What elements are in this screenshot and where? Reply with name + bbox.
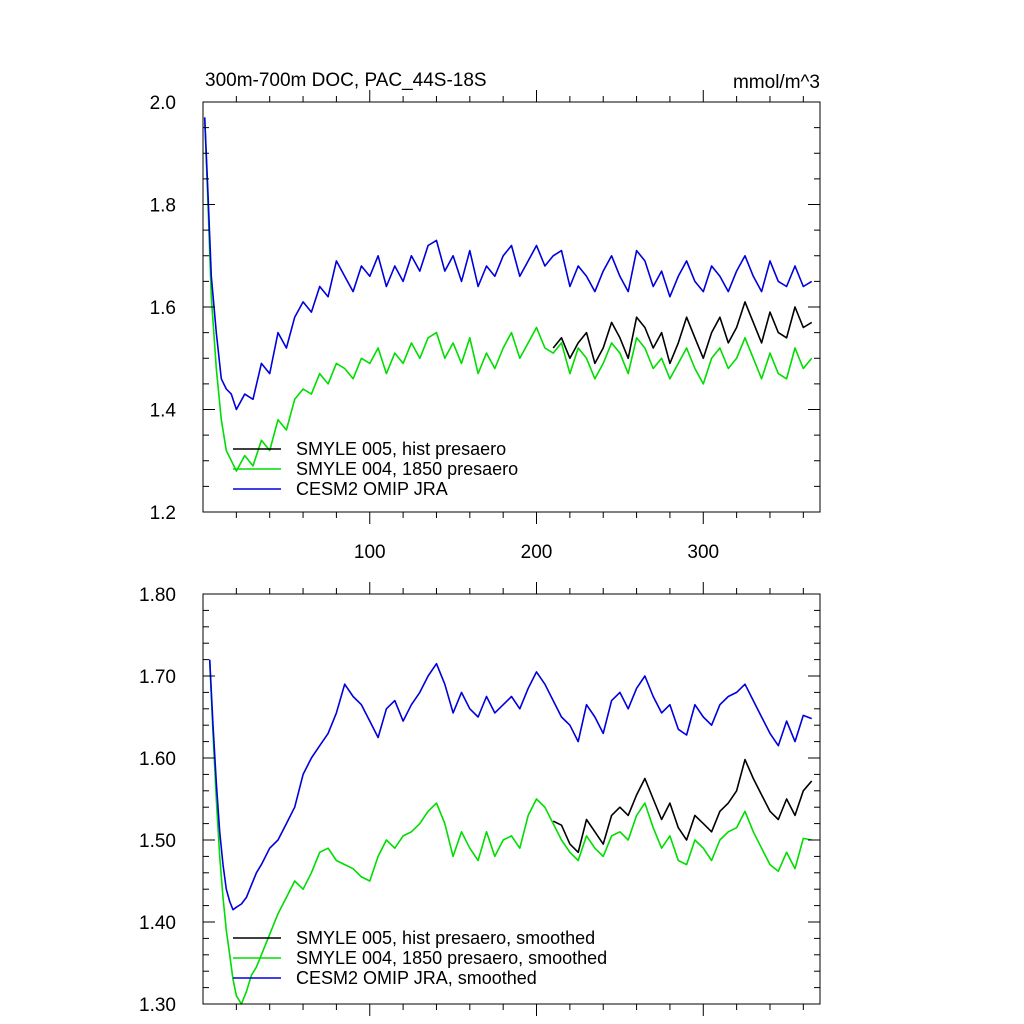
chart-panel-bottom: 1.30 1.40 1.50 1.60 1.70 1.80 SMYLE 005, hist… <box>139 582 821 1016</box>
series-line-2 <box>203 117 813 411</box>
y-tick-label: 1.40 <box>139 913 176 934</box>
series-layer <box>203 117 813 472</box>
y-tick-label: 2.0 <box>150 93 176 114</box>
y-tick-label: 1.70 <box>139 667 176 688</box>
series-line-1 <box>208 659 812 1005</box>
legend-label: CESM2 OMIP JRA, smoothed <box>296 968 537 988</box>
legend-label: SMYLE 005, hist presaero, smoothed <box>296 928 595 948</box>
series-line-2 <box>208 659 812 911</box>
series-line-0 <box>552 758 813 854</box>
legend: SMYLE 005, hist presaero, smoothedSMYLE … <box>233 928 607 988</box>
legend-label: SMYLE 004, 1850 presaero, smoothed <box>296 948 607 968</box>
series-layer <box>208 659 813 1005</box>
y-tick-label: 1.8 <box>150 196 176 217</box>
legend-label: CESM2 OMIP JRA <box>296 479 448 499</box>
chart-panel-top: 300m-700m DOC, PAC_44S-18S mmol/m^3 1.21… <box>150 70 821 563</box>
y-tick-label: 1.60 <box>139 749 176 770</box>
y-tick-label: 1.6 <box>150 298 176 319</box>
y-tick-label: 1.4 <box>150 401 177 422</box>
y-tick-label: 1.30 <box>139 995 176 1016</box>
tick-layer: 1.30 1.40 1.50 1.60 1.70 1.80 <box>139 582 820 1016</box>
y-tick-label: 1.50 <box>139 831 176 852</box>
series-line-0 <box>552 301 813 365</box>
y-tick-label: 1.80 <box>139 585 176 606</box>
series-line-1 <box>203 117 813 472</box>
x-tick-label: 100 <box>354 542 386 563</box>
tick-layer: 1.2 1.4 1.6 1.8 2.0 100 200 300 <box>150 90 820 563</box>
chart-title: 300m-700m DOC, PAC_44S-18S <box>205 70 487 91</box>
x-tick-label: 200 <box>521 542 553 563</box>
legend-label: SMYLE 004, 1850 presaero <box>296 459 518 479</box>
y-tick-label: 1.2 <box>150 503 176 524</box>
chart-units: mmol/m^3 <box>733 72 820 93</box>
x-tick-label: 300 <box>687 542 719 563</box>
plot-frame <box>202 593 821 1005</box>
legend-label: SMYLE 005, hist presaero <box>296 439 506 459</box>
